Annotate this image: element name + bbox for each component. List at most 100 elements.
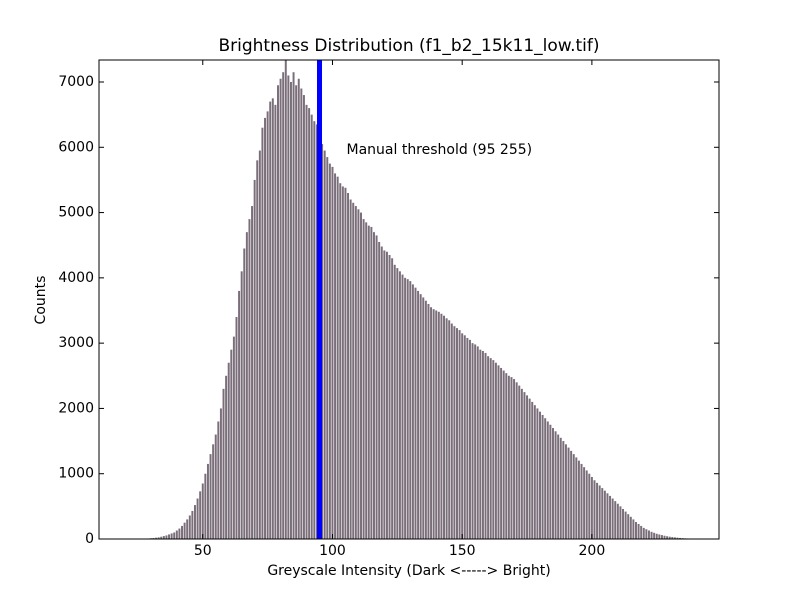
bar	[279, 78, 282, 540]
bar	[572, 454, 575, 539]
bar	[523, 392, 526, 539]
bar	[282, 72, 285, 539]
bar	[300, 88, 303, 539]
bar	[492, 360, 495, 539]
bar	[484, 352, 487, 539]
bar	[443, 315, 446, 539]
bar	[640, 525, 643, 539]
bar	[391, 258, 394, 539]
bar	[360, 212, 362, 539]
y-axis-label: Counts	[33, 276, 49, 325]
bar	[544, 418, 547, 539]
bar	[611, 498, 614, 539]
bar	[642, 527, 645, 539]
bar	[162, 536, 165, 539]
bar	[629, 516, 632, 539]
x-tick-label: 100	[319, 543, 346, 559]
bar	[183, 522, 186, 539]
bar	[551, 428, 554, 539]
bar	[409, 281, 412, 539]
bar	[219, 408, 222, 539]
bar	[238, 290, 241, 539]
bar	[398, 271, 401, 539]
bar	[468, 339, 471, 539]
bar	[271, 98, 274, 540]
bar	[173, 532, 176, 539]
bar	[248, 219, 251, 539]
bar	[201, 483, 204, 539]
bar	[606, 493, 609, 539]
bar	[209, 454, 212, 539]
y-tick-label: 1000	[58, 466, 94, 482]
bar	[533, 405, 536, 539]
bar	[178, 528, 181, 539]
bar	[507, 375, 510, 539]
y-tick-label: 7000	[58, 74, 94, 90]
bar	[494, 362, 497, 539]
bar	[157, 537, 160, 539]
bar	[217, 421, 220, 539]
bar	[660, 535, 663, 539]
bar	[155, 537, 158, 539]
bar	[419, 294, 422, 539]
bar	[624, 511, 627, 539]
bar	[385, 251, 388, 539]
bar	[616, 503, 619, 539]
bar	[240, 271, 243, 539]
bar	[253, 179, 256, 539]
bar	[417, 290, 420, 539]
y-tick-label: 0	[85, 531, 94, 547]
bar	[261, 127, 264, 539]
bar	[546, 421, 549, 539]
bar	[401, 274, 404, 539]
bar	[427, 303, 430, 539]
bar	[165, 535, 168, 539]
bar	[673, 537, 676, 539]
bar	[577, 460, 580, 539]
x-tick-label: 50	[194, 543, 212, 559]
bar	[204, 473, 207, 539]
bar	[596, 482, 599, 539]
bar	[380, 246, 383, 539]
bar	[168, 534, 171, 539]
bar	[575, 457, 578, 539]
bar	[251, 206, 254, 539]
bar	[658, 534, 661, 539]
bar	[549, 424, 552, 539]
bar	[450, 323, 453, 539]
bar	[341, 186, 344, 540]
bar	[518, 385, 521, 539]
bar	[601, 488, 604, 539]
bar	[562, 441, 565, 539]
bar	[539, 411, 541, 539]
plot-frame	[98, 59, 720, 540]
bar	[352, 202, 355, 539]
bar	[274, 104, 277, 539]
bar	[225, 375, 228, 539]
bar	[256, 160, 259, 539]
bar	[479, 349, 482, 539]
bar	[175, 530, 178, 539]
bar	[505, 373, 508, 539]
bar	[481, 350, 484, 539]
bar	[440, 313, 443, 539]
bar	[289, 82, 292, 540]
bar	[554, 431, 557, 539]
bar	[653, 532, 656, 539]
bar	[567, 447, 570, 539]
bar	[245, 232, 248, 539]
bar	[232, 336, 235, 539]
x-tick-label: 200	[579, 543, 606, 559]
bar	[331, 166, 334, 539]
bar	[357, 209, 360, 539]
bar	[302, 95, 305, 539]
bar	[406, 279, 409, 539]
bar	[206, 463, 209, 539]
bar	[404, 277, 407, 539]
bar	[668, 536, 671, 539]
y-tick-label: 3000	[58, 335, 94, 351]
bar	[334, 173, 337, 539]
bar	[471, 343, 474, 539]
bar	[500, 367, 503, 539]
